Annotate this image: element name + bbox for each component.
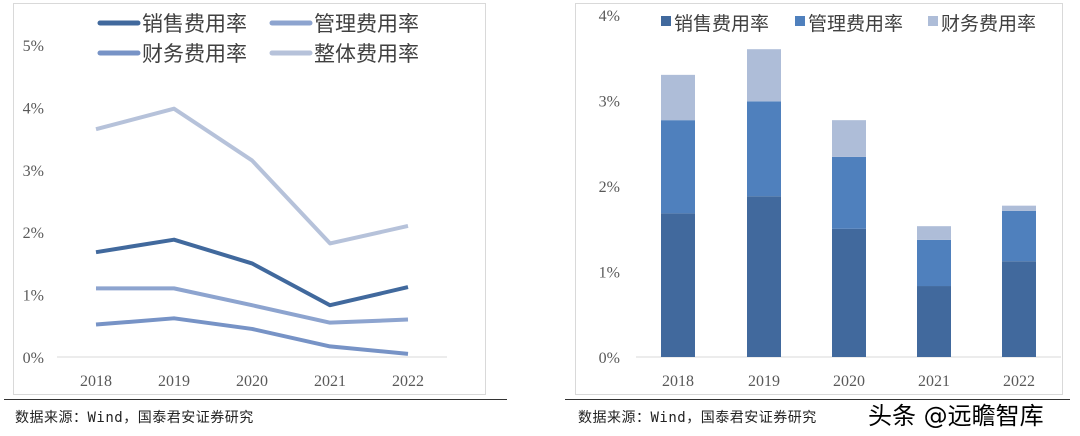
y-tick-label: 1% — [599, 265, 620, 282]
bar-segment — [1002, 205, 1036, 211]
bar-segment — [747, 101, 781, 197]
legend-swatch — [661, 16, 671, 26]
y-tick-label: 4% — [23, 100, 44, 117]
x-tick-label: 2022 — [1003, 373, 1035, 390]
x-tick-label: 2018 — [80, 373, 112, 390]
y-tick-label: 5% — [23, 38, 44, 55]
source-note-right: 数据来源：Wind，国泰君安证券研究 — [578, 410, 817, 426]
bar-segment — [832, 156, 866, 229]
source-note-left: 数据来源：Wind，国泰君安证券研究 — [15, 410, 254, 426]
line-series — [95, 316, 409, 356]
bar-segment — [832, 120, 866, 157]
divider-left — [4, 399, 507, 400]
bar-segment — [1002, 210, 1036, 262]
watermark: 头条 @远瞻智库 — [868, 402, 1044, 430]
bar-segment — [661, 120, 695, 214]
line-series — [95, 106, 409, 246]
bar-segment — [832, 228, 866, 357]
bar-segment — [1002, 261, 1036, 357]
legend-label: 财务费用率 — [941, 13, 1036, 35]
y-tick-label: 0% — [599, 350, 620, 367]
bar-segment — [747, 196, 781, 357]
legend-label: 整体费用率 — [314, 42, 419, 66]
bar-segment — [747, 49, 781, 102]
x-tick-label: 2020 — [833, 373, 865, 390]
legend-swatch — [928, 16, 938, 26]
y-tick-label: 3% — [599, 94, 620, 111]
bar-segment — [917, 239, 951, 287]
legend-label: 销售费用率 — [674, 13, 769, 35]
x-tick-label: 2019 — [748, 373, 780, 390]
y-tick-label: 0% — [23, 350, 44, 367]
y-tick-label: 2% — [599, 179, 620, 196]
bar-segment — [917, 286, 951, 357]
y-tick-label: 1% — [23, 288, 44, 305]
x-tick-label: 2021 — [314, 373, 346, 390]
legend-label: 管理费用率 — [808, 13, 903, 35]
y-tick-label: 4% — [599, 8, 620, 25]
legend-label: 销售费用率 — [142, 12, 247, 36]
legend-swatch — [795, 16, 805, 26]
x-tick-label: 2020 — [236, 373, 268, 390]
x-tick-label: 2022 — [392, 373, 424, 390]
bar-segment — [917, 226, 951, 240]
bar-chart-panel — [575, 3, 1063, 395]
line-series — [95, 237, 409, 308]
bar-segment — [661, 213, 695, 357]
legend-label: 财务费用率 — [142, 42, 247, 66]
y-tick-label: 3% — [23, 163, 44, 180]
line-series — [96, 286, 409, 325]
x-tick-label: 2018 — [662, 373, 694, 390]
y-tick-label: 2% — [23, 225, 44, 242]
x-tick-label: 2019 — [158, 373, 190, 390]
legend-label: 管理费用率 — [314, 12, 419, 36]
x-tick-label: 2021 — [918, 373, 950, 390]
divider-right — [565, 399, 1070, 400]
bar-segment — [661, 74, 695, 121]
